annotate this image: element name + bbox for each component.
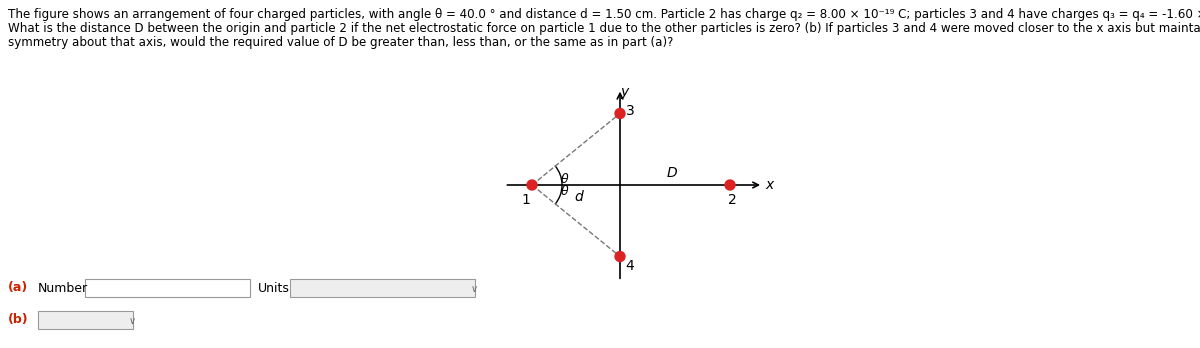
Bar <box>38 311 133 329</box>
Text: 1: 1 <box>521 193 530 207</box>
Text: (a): (a) <box>8 282 29 294</box>
Text: 4: 4 <box>625 259 635 274</box>
Text: ∨: ∨ <box>130 316 136 326</box>
Circle shape <box>527 180 538 190</box>
Bar <box>290 279 475 297</box>
Text: The figure shows an arrangement of four charged particles, with angle θ = 40.0 °: The figure shows an arrangement of four … <box>8 8 1200 21</box>
Text: y: y <box>620 85 629 99</box>
Text: symmetry about that axis, would the required value of D be greater than, less th: symmetry about that axis, would the requ… <box>8 36 673 49</box>
Circle shape <box>725 180 734 190</box>
Circle shape <box>616 252 625 261</box>
Text: 3: 3 <box>625 104 635 118</box>
Text: What is the distance D between the origin and particle 2 if the net electrostati: What is the distance D between the origi… <box>8 22 1200 35</box>
Text: Units: Units <box>258 282 290 294</box>
Bar <box>85 279 250 297</box>
Text: D: D <box>667 166 678 180</box>
Text: $\theta$: $\theta$ <box>560 184 570 198</box>
Text: ∨: ∨ <box>470 284 478 294</box>
Text: (b): (b) <box>8 314 29 326</box>
Text: $\theta$: $\theta$ <box>560 172 570 186</box>
Text: x: x <box>766 178 774 192</box>
Circle shape <box>616 109 625 119</box>
Text: d: d <box>575 190 583 204</box>
Text: Number: Number <box>38 282 88 294</box>
Text: 2: 2 <box>728 193 737 207</box>
